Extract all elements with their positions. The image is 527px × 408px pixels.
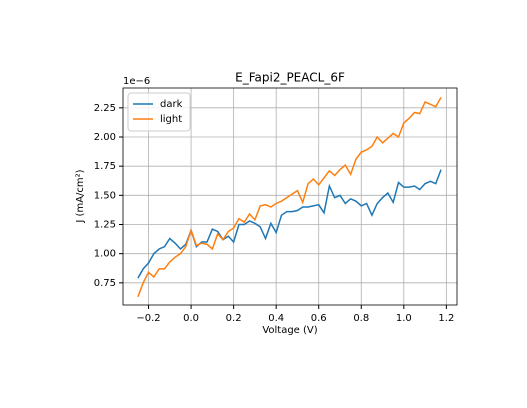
data-line [137,96,442,298]
y-tick-label: 2.00 [94,132,116,143]
y-offset: 1e−6 [123,76,150,87]
x-tick-label: 1.2 [438,313,454,324]
legend-box [127,92,191,132]
y-tick-label: 1.25 [94,220,116,231]
x-axis-label: Voltage (V) [262,325,317,336]
y-axis-label: J (mA/cm²) [75,169,86,223]
x-tick-label: −0.2 [136,313,160,324]
x-tick-label: 0.4 [268,313,284,324]
legend-label: dark [160,99,183,110]
y-tick-label: 2.25 [94,103,116,114]
y-tick-label: 1.50 [94,190,116,201]
x-tick-label: 0.8 [353,313,369,324]
legend-label: light [160,114,182,125]
chart-title: E_Fapi2_PEACL_6F [235,71,345,85]
plot-frame [122,87,458,306]
y-tick-label: 0.75 [94,278,116,289]
x-tick-label: 0.2 [226,313,242,324]
y-tick-label: 1.75 [94,161,116,172]
data-line [137,169,442,279]
x-tick-label: 1.0 [396,313,412,324]
x-tick-label: 0.0 [183,313,199,324]
x-tick-label: 0.6 [311,313,327,324]
y-tick-label: 1.00 [94,249,116,260]
